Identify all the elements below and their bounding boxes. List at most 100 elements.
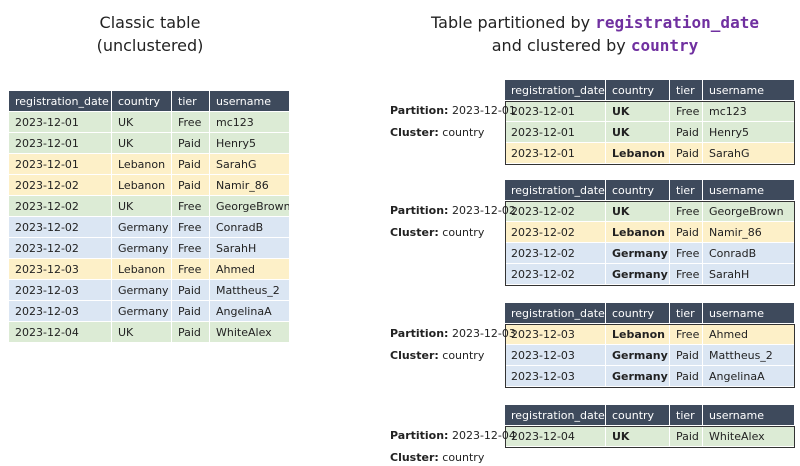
table-cell: Free — [670, 201, 703, 222]
title-text: and clustered by — [491, 36, 626, 55]
header-cell: username — [210, 91, 290, 112]
table-cell: Ahmed — [703, 324, 795, 345]
table-cell: ConradB — [703, 243, 795, 264]
title-line: Classic table — [99, 13, 201, 32]
header-cell: country — [606, 80, 670, 101]
left-title: Classic table (unclustered) — [40, 11, 260, 57]
header-cell: username — [703, 303, 795, 324]
header-cell: registration_date — [505, 180, 606, 201]
label-key: Cluster: — [390, 451, 439, 464]
header-cell: tier — [670, 180, 703, 201]
header-cell: registration_date — [505, 80, 606, 101]
table-cell: Germany — [112, 280, 172, 301]
header-cell: username — [703, 180, 795, 201]
table-cell: Germany — [606, 243, 670, 264]
cluster-label: Cluster: country — [390, 226, 484, 239]
label-value: country — [442, 226, 485, 239]
header-cell: username — [703, 405, 795, 426]
table-cell: WhiteAlex — [703, 426, 795, 447]
title-line: (unclustered) — [96, 36, 204, 55]
table-cell: SarahH — [703, 264, 795, 285]
table-cell: mc123 — [703, 101, 795, 122]
table-cell: 2023-12-01 — [505, 143, 606, 164]
table-cell: Free — [172, 112, 210, 133]
header-cell: registration_date — [9, 91, 112, 112]
table-cell: Namir_86 — [210, 175, 290, 196]
table-cell: Germany — [606, 366, 670, 387]
table-cell: Mattheus_2 — [703, 345, 795, 366]
table-cell: UK — [112, 133, 172, 154]
header-cell: tier — [172, 91, 210, 112]
table-cell: UK — [112, 112, 172, 133]
table-cell: Free — [172, 217, 210, 238]
title-line: Table partitioned by registration_date — [400, 11, 790, 34]
partition-label: Partition: 2023-12-03 — [390, 327, 516, 340]
table-cell: Namir_86 — [703, 222, 795, 243]
table-cell: WhiteAlex — [210, 322, 290, 343]
table-cell: Paid — [670, 143, 703, 164]
table-cell: GeorgeBrown — [210, 196, 290, 217]
table-cell: 2023-12-02 — [505, 222, 606, 243]
label-key: Cluster: — [390, 226, 439, 239]
table-cell: UK — [112, 196, 172, 217]
table-cell: 2023-12-02 — [505, 264, 606, 285]
table-cell: UK — [606, 122, 670, 143]
table-cell: Paid — [172, 154, 210, 175]
table-cell: AngelinaA — [703, 366, 795, 387]
table-cell: Henry5 — [703, 122, 795, 143]
table-cell: Mattheus_2 — [210, 280, 290, 301]
label-value: country — [442, 349, 485, 362]
partition-label: Partition: 2023-12-02 — [390, 204, 516, 217]
table-cell: 2023-12-01 — [505, 122, 606, 143]
table-cell: Ahmed — [210, 259, 290, 280]
table-cell: Germany — [606, 264, 670, 285]
label-key: Partition: — [390, 204, 449, 217]
table-cell: Lebanon — [112, 175, 172, 196]
label-key: Partition: — [390, 327, 449, 340]
table-cell: Free — [670, 324, 703, 345]
table-cell: Free — [172, 238, 210, 259]
table-cell: Paid — [670, 122, 703, 143]
table-cell: Lebanon — [112, 154, 172, 175]
label-value: 2023-12-04 — [451, 429, 516, 442]
table-cell: 2023-12-03 — [505, 324, 606, 345]
header-cell: tier — [670, 405, 703, 426]
label-key: Cluster: — [390, 349, 439, 362]
label-key: Partition: — [390, 104, 449, 117]
table-cell: Germany — [112, 217, 172, 238]
label-key: Partition: — [390, 429, 449, 442]
partition-label: Partition: 2023-12-04 — [390, 429, 516, 442]
table-cell: 2023-12-04 — [9, 322, 112, 343]
table-cell: 2023-12-03 — [9, 301, 112, 322]
table-cell: Lebanon — [112, 259, 172, 280]
table-cell: UK — [112, 322, 172, 343]
label-value: 2023-12-02 — [451, 204, 516, 217]
table-cell: Paid — [670, 345, 703, 366]
cluster-label: Cluster: country — [390, 126, 484, 139]
header-cell: country — [606, 180, 670, 201]
right-title: Table partitioned by registration_date a… — [400, 11, 790, 57]
table-cell: Free — [172, 259, 210, 280]
table-cell: mc123 — [210, 112, 290, 133]
table-cell: SarahG — [703, 143, 795, 164]
table-cell: Germany — [112, 301, 172, 322]
table-cell: 2023-12-03 — [9, 280, 112, 301]
table-cell: 2023-12-03 — [505, 366, 606, 387]
table-cell: SarahH — [210, 238, 290, 259]
table-cell: Lebanon — [606, 324, 670, 345]
table-cell: 2023-12-02 — [9, 238, 112, 259]
table-cell: UK — [606, 201, 670, 222]
table-cell: 2023-12-02 — [505, 243, 606, 264]
label-value: 2023-12-01 — [451, 104, 516, 117]
table-cell: 2023-12-02 — [505, 201, 606, 222]
table-cell: 2023-12-03 — [9, 259, 112, 280]
table-cell: Lebanon — [606, 222, 670, 243]
cluster-label: Cluster: country — [390, 349, 484, 362]
table-cell: Paid — [172, 322, 210, 343]
table-cell: UK — [606, 426, 670, 447]
table-cell: UK — [606, 101, 670, 122]
partition-label: Partition: 2023-12-01 — [390, 104, 516, 117]
table-cell: 2023-12-02 — [9, 196, 112, 217]
cluster-key: country — [630, 36, 699, 55]
label-value: country — [442, 451, 485, 464]
